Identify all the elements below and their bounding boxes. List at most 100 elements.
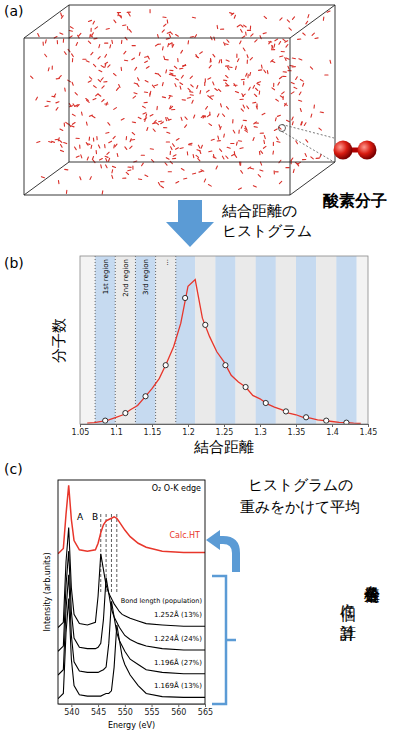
molecule	[223, 134, 225, 137]
molecule	[256, 88, 258, 90]
o2-atom	[334, 141, 353, 160]
region-band	[135, 256, 155, 424]
molecule	[138, 117, 141, 119]
molecule	[155, 84, 158, 86]
molecule	[190, 36, 193, 38]
region-point	[263, 400, 268, 405]
molecule	[222, 156, 224, 159]
molecule	[64, 88, 66, 91]
molecule	[180, 147, 183, 149]
region-point	[223, 363, 228, 368]
x-axis: 1.051.11.151.21.251.31.351.41.45	[72, 424, 378, 437]
molecule	[176, 182, 179, 184]
molecule	[76, 156, 79, 157]
molecule	[108, 65, 110, 67]
region-band	[195, 256, 215, 424]
region-point	[303, 415, 308, 420]
molecule	[256, 106, 257, 109]
molecule	[247, 75, 248, 78]
region-label: 2nd region	[122, 259, 130, 297]
x-tick-mark	[71, 704, 72, 707]
x-tick-label: 560	[171, 708, 186, 717]
region-band	[296, 256, 316, 424]
molecule	[139, 52, 141, 55]
x-tick: 1.3	[254, 424, 267, 437]
molecule	[145, 61, 148, 63]
molecule	[269, 41, 272, 42]
molecule	[310, 114, 312, 117]
molecule	[249, 72, 251, 75]
molecule	[297, 163, 299, 165]
molecule	[287, 120, 290, 121]
molecule	[329, 60, 331, 63]
panel-c: 540545550555560565Energy (eV)Intensity (…	[43, 480, 213, 730]
molecule	[69, 30, 72, 32]
region-band	[115, 256, 135, 424]
molecule	[113, 145, 115, 148]
molecule	[307, 15, 309, 18]
molecule	[238, 130, 239, 133]
molecule	[102, 99, 104, 101]
molecule	[79, 33, 81, 35]
molecule	[204, 179, 205, 182]
molecule	[147, 127, 148, 130]
molecule	[90, 35, 93, 37]
molecule	[102, 86, 104, 88]
x-tick: 1.05	[72, 424, 90, 437]
molecule	[290, 65, 293, 67]
molecule	[81, 112, 83, 115]
molecule	[312, 33, 314, 35]
molecule	[183, 65, 186, 67]
molecule	[145, 114, 147, 117]
region-label: ...	[162, 259, 170, 266]
molecule	[175, 84, 176, 87]
molecule	[188, 41, 190, 44]
region-divider	[95, 256, 96, 424]
spectrum-line	[58, 599, 205, 699]
molecule	[166, 158, 169, 160]
molecule	[243, 120, 246, 122]
molecule	[257, 83, 260, 85]
region-band	[215, 256, 235, 424]
molecule	[134, 93, 137, 94]
molecule	[169, 34, 170, 37]
molecule	[267, 71, 269, 74]
molecule	[170, 32, 172, 34]
molecule	[61, 16, 63, 19]
molecule	[162, 96, 165, 98]
curve-label: 1.252Å (13%)	[154, 610, 202, 619]
molecule	[241, 79, 244, 81]
molecule	[72, 82, 73, 85]
molecule	[286, 167, 289, 168]
molecule	[306, 140, 308, 142]
molecule	[264, 70, 266, 73]
molecule	[264, 16, 266, 18]
molecule	[261, 151, 263, 154]
molecule	[146, 66, 149, 68]
molecule	[260, 133, 263, 134]
molecule	[164, 24, 166, 26]
molecule	[90, 177, 91, 180]
molecule	[88, 41, 90, 43]
molecule	[284, 104, 287, 106]
molecule	[276, 99, 279, 101]
cube-edge	[290, 5, 335, 38]
molecule	[54, 94, 56, 97]
molecule	[247, 106, 249, 109]
molecule	[210, 59, 212, 62]
molecule	[172, 44, 173, 47]
molecule	[292, 66, 295, 68]
molecule	[294, 87, 297, 88]
x-tick-label: 1.1	[110, 428, 123, 437]
region-label: 1st region	[102, 259, 110, 294]
molecule	[241, 109, 243, 111]
x-tick-mark	[224, 424, 225, 427]
molecule	[315, 37, 318, 39]
molecule	[262, 113, 265, 114]
molecule	[245, 130, 248, 132]
molecule	[132, 133, 134, 135]
molecule	[170, 151, 171, 154]
molecule	[121, 40, 122, 43]
molecule	[181, 169, 184, 171]
molecule	[282, 92, 284, 94]
